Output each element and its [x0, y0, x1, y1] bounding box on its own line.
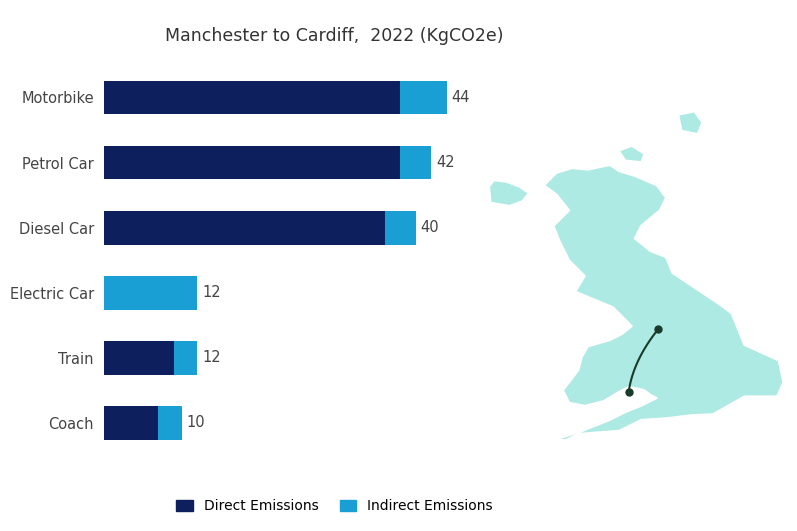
Text: 44: 44	[452, 90, 470, 105]
Bar	[159, 406, 182, 440]
Legend: Direct Emissions, Indirect Emissions: Direct Emissions, Indirect Emissions	[171, 494, 499, 519]
Bar	[104, 211, 384, 245]
Bar	[104, 341, 174, 375]
Bar	[174, 341, 197, 375]
Text: 40: 40	[421, 220, 439, 235]
Bar	[104, 145, 400, 179]
Text: 12: 12	[202, 285, 221, 300]
Bar	[104, 276, 197, 310]
Bar	[104, 81, 400, 114]
Bar	[104, 406, 159, 440]
Bar	[400, 145, 431, 179]
Text: Manchester to Cardiff,  2022 (KgCO2e): Manchester to Cardiff, 2022 (KgCO2e)	[166, 27, 504, 45]
Text: 12: 12	[202, 350, 221, 365]
Bar	[384, 211, 416, 245]
Text: 10: 10	[186, 415, 205, 431]
Bar	[400, 81, 447, 114]
Text: 42: 42	[436, 155, 454, 170]
